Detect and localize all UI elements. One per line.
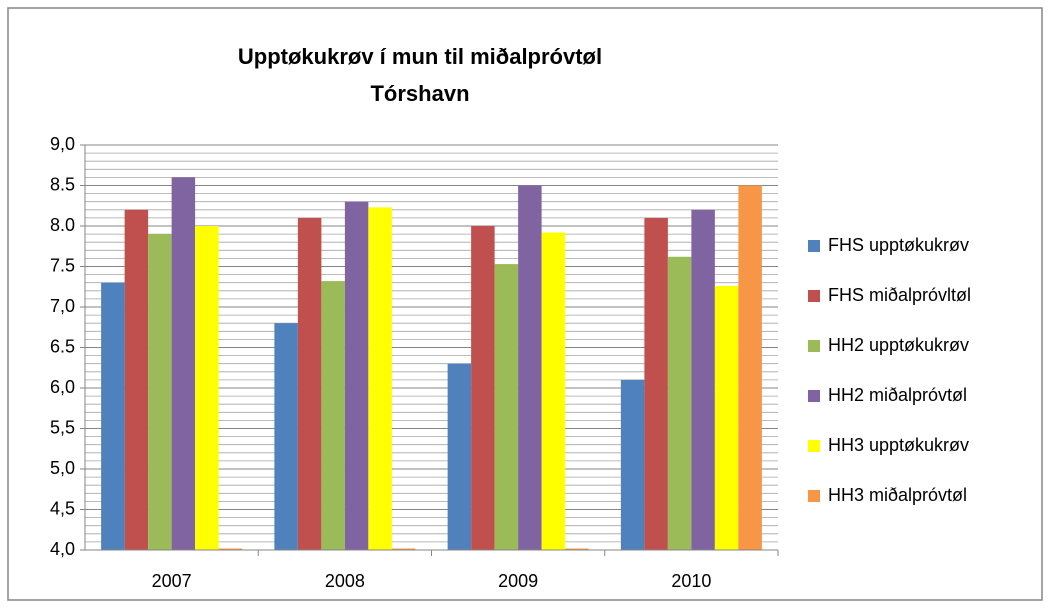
bar	[714, 285, 739, 550]
x-tick-label: 2008	[325, 571, 365, 591]
legend-swatch	[808, 490, 820, 502]
y-tick-label: 8.5	[50, 174, 75, 194]
y-tick-label: 4,0	[50, 539, 75, 559]
bar	[447, 363, 472, 550]
bar	[274, 323, 298, 550]
axes: 9,0 8.5 8.0 7.5 7,0 6.5 6,0 5,5 5,0 4,5 4,0 2007 200…	[50, 134, 971, 591]
y-tick-label: 5,5	[50, 417, 75, 437]
bar	[124, 209, 149, 551]
bar	[321, 281, 345, 550]
y-tick-label: 8.0	[50, 215, 75, 235]
y-tick-label: 7,0	[50, 296, 75, 316]
bar	[148, 234, 172, 550]
bar	[344, 201, 369, 550]
bar	[101, 282, 125, 550]
chart-title: Upptøkukrøv í mun til miðalpróvtøl	[238, 44, 602, 69]
x-tick-label: 2007	[152, 571, 192, 591]
y-tick-label: 5,0	[50, 458, 75, 478]
y-tick-label: 4,5	[50, 498, 75, 518]
y-tick-label: 9,0	[50, 134, 75, 154]
x-tick-label: 2009	[498, 571, 538, 591]
bar	[368, 207, 392, 550]
bar	[620, 379, 645, 550]
legend-label: HH3 upptøkukrøv	[828, 435, 969, 455]
bars	[101, 177, 762, 551]
legend-label: HH2 miðalpróvtøl	[828, 385, 967, 405]
bar	[667, 256, 692, 550]
legend-swatch	[808, 440, 820, 452]
y-tick-label: 6.5	[50, 336, 75, 356]
bar	[738, 185, 762, 550]
legend-swatch	[808, 340, 820, 352]
bar	[691, 209, 715, 551]
bar	[494, 264, 519, 550]
legend-label: FHS upptøkukrøv	[828, 235, 969, 255]
bar	[297, 217, 322, 550]
bar	[391, 548, 416, 550]
bar	[195, 226, 219, 550]
bar	[171, 177, 196, 550]
bar	[644, 217, 668, 550]
bar	[518, 185, 542, 550]
y-tick-label: 6,0	[50, 377, 75, 397]
bar	[565, 548, 589, 550]
bar	[218, 548, 243, 550]
legend-swatch	[808, 240, 820, 252]
chart-subtitle: Tórshavn	[370, 81, 469, 106]
legend-swatch	[808, 390, 820, 402]
y-tick-label: 7.5	[50, 255, 75, 275]
legend-label: FHS miðalpróvltøl	[828, 285, 971, 305]
x-tick-label: 2010	[671, 571, 711, 591]
legend-label: HH2 upptøkukrøv	[828, 335, 969, 355]
bar	[471, 226, 495, 550]
bar	[541, 232, 566, 551]
legend-label: HH3 miðalpróvtøl	[828, 485, 967, 505]
legend-swatch	[808, 290, 820, 302]
